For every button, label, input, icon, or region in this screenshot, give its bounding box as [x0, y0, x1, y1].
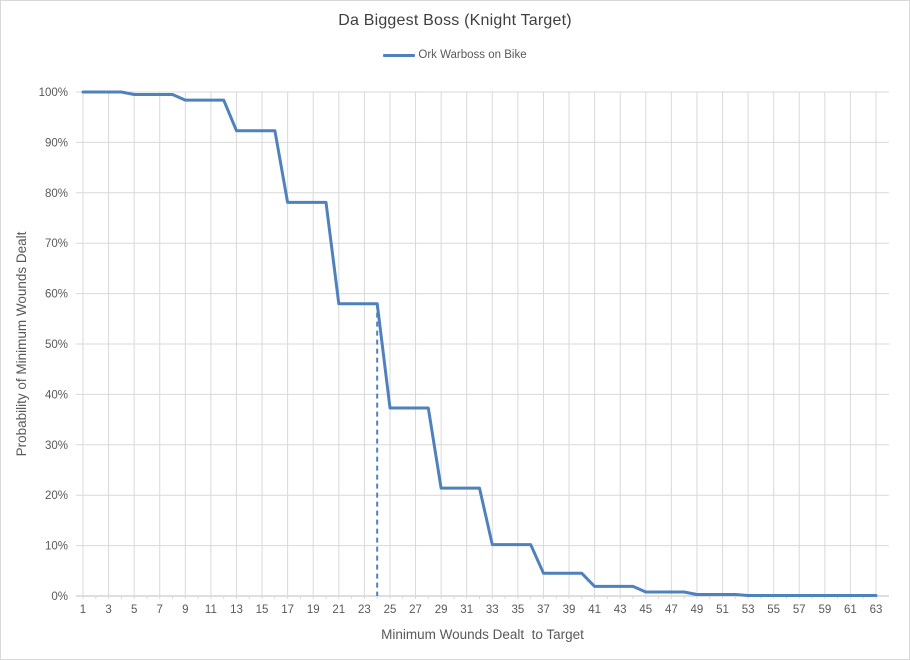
x-tick-label: 57 — [793, 604, 806, 616]
legend-line-icon — [383, 53, 416, 57]
y-tick-label: 90% — [45, 137, 68, 149]
y-tick-label: 0% — [51, 591, 68, 603]
y-tick-label: 60% — [45, 289, 68, 301]
x-tick-label: 25 — [384, 604, 397, 616]
x-tick-label: 41 — [588, 604, 601, 616]
x-tick-label: 53 — [742, 604, 755, 616]
x-tick-label: 9 — [182, 604, 188, 616]
y-tick-label: 70% — [45, 238, 68, 250]
x-tick-label: 59 — [818, 604, 831, 616]
x-tick-label: 37 — [537, 604, 550, 616]
x-tick-label: 19 — [307, 604, 320, 616]
x-tick-label: 11 — [205, 604, 217, 616]
x-tick-label: 39 — [563, 604, 576, 616]
x-tick-label: 47 — [665, 604, 678, 616]
y-tick-label: 50% — [45, 339, 68, 351]
x-tick-label: 15 — [256, 604, 269, 616]
x-tick-label: 27 — [409, 604, 422, 616]
x-axis-title: Minimum Wounds Dealt to Target — [381, 627, 584, 642]
x-tick-label: 3 — [105, 604, 111, 616]
y-tick-label: 10% — [45, 541, 68, 553]
series-line-ork-warboss — [81, 90, 878, 597]
x-tick-label: 51 — [716, 604, 729, 616]
x-tick-label: 55 — [767, 604, 780, 616]
x-tick-label: 29 — [435, 604, 448, 616]
y-tick-label: 40% — [45, 389, 68, 401]
x-tick-label: 13 — [230, 604, 243, 616]
y-tick-label: 30% — [45, 440, 68, 452]
x-tick-label: 7 — [157, 604, 163, 616]
x-tick-label: 5 — [131, 604, 137, 616]
x-tick-label: 61 — [844, 604, 857, 616]
y-tick-label: 20% — [45, 490, 68, 502]
legend: Ork Warboss on Bike — [1, 49, 909, 61]
chart-title: Da Biggest Boss (Knight Target) — [338, 12, 572, 29]
x-tick-label: 49 — [691, 604, 704, 616]
x-tick-label: 31 — [460, 604, 473, 616]
x-tick-label: 35 — [511, 604, 524, 616]
x-tick-label: 43 — [614, 604, 627, 616]
x-tick-label: 63 — [870, 604, 883, 616]
x-tick-label: 17 — [281, 604, 294, 616]
x-tick-label: 21 — [332, 604, 345, 616]
x-tick-label: 23 — [358, 604, 371, 616]
y-tick-label: 80% — [45, 188, 68, 200]
x-tick-label: 45 — [639, 604, 652, 616]
y-tick-label: 100% — [39, 87, 68, 99]
x-tick-label: 33 — [486, 604, 499, 616]
x-tick-label: 1 — [80, 604, 86, 616]
legend-label: Ork Warboss on Bike — [418, 49, 527, 61]
